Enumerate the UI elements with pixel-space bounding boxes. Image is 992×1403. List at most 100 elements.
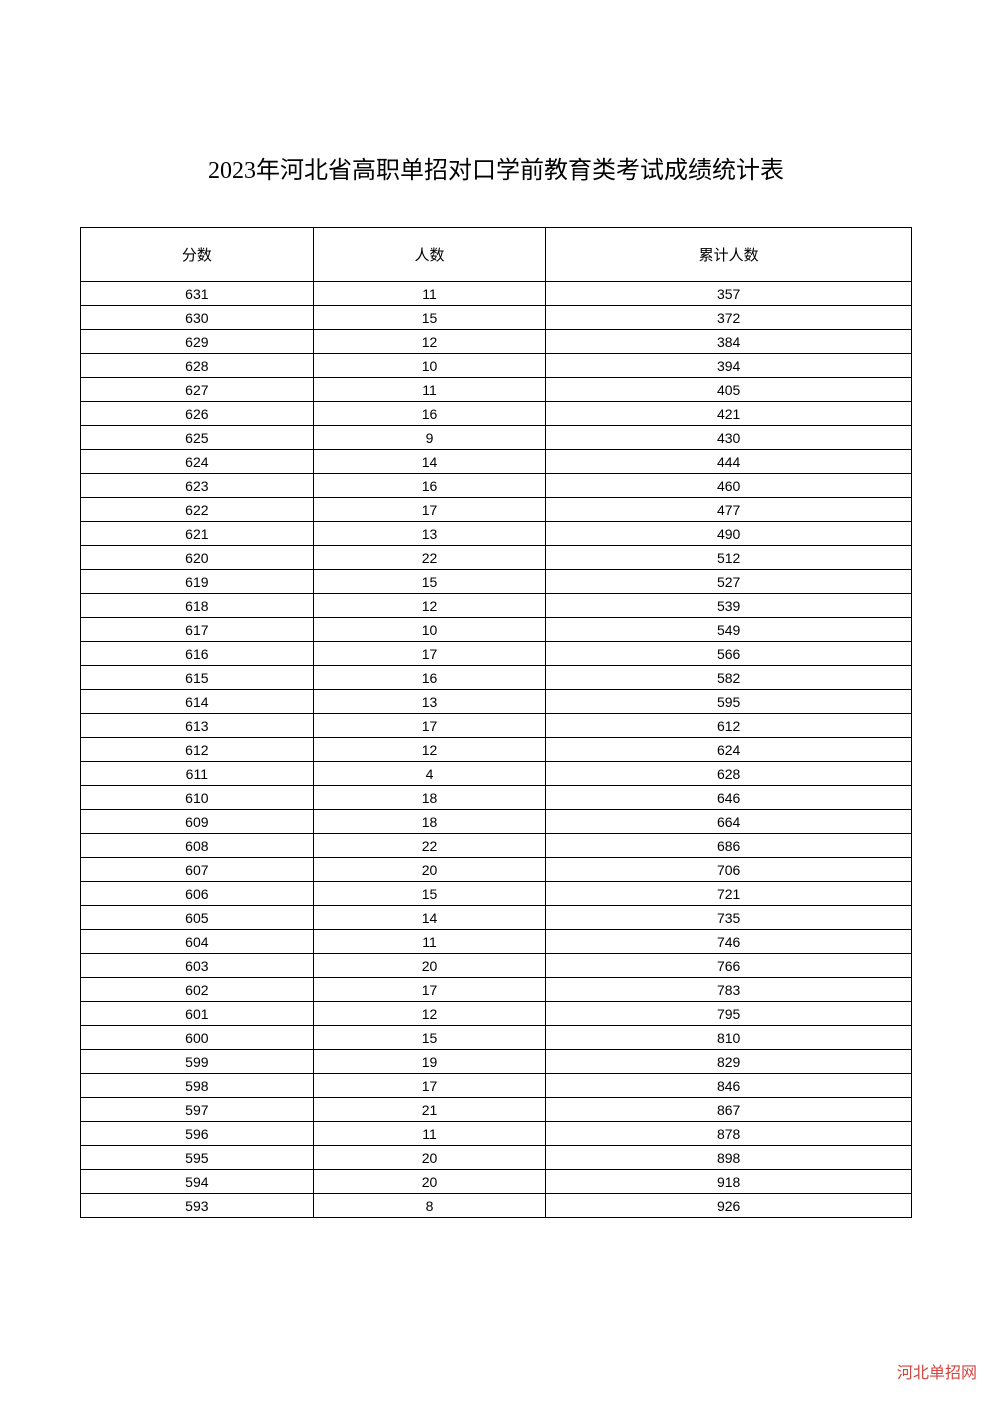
table-row: 62912384 <box>81 330 912 354</box>
cell-cumulative: 477 <box>546 498 912 522</box>
cell-count: 12 <box>313 738 546 762</box>
table-row: 61212624 <box>81 738 912 762</box>
cell-cumulative: 595 <box>546 690 912 714</box>
cell-count: 19 <box>313 1050 546 1074</box>
cell-cumulative: 628 <box>546 762 912 786</box>
cell-count: 14 <box>313 450 546 474</box>
cell-count: 11 <box>313 378 546 402</box>
table-row: 62316460 <box>81 474 912 498</box>
cell-count: 21 <box>313 1098 546 1122</box>
cell-cumulative: 527 <box>546 570 912 594</box>
cell-cumulative: 421 <box>546 402 912 426</box>
cell-score: 630 <box>81 306 314 330</box>
column-header-cumulative: 累计人数 <box>546 228 912 282</box>
cell-cumulative: 846 <box>546 1074 912 1098</box>
table-row: 60918664 <box>81 810 912 834</box>
page-title: 2023年河北省高职单招对口学前教育类考试成绩统计表 <box>80 150 912 185</box>
cell-score: 623 <box>81 474 314 498</box>
table-row: 60320766 <box>81 954 912 978</box>
table-row: 62217477 <box>81 498 912 522</box>
table-row: 59919829 <box>81 1050 912 1074</box>
cell-count: 15 <box>313 306 546 330</box>
cell-count: 16 <box>313 474 546 498</box>
cell-score: 615 <box>81 666 314 690</box>
cell-score: 616 <box>81 642 314 666</box>
cell-cumulative: 810 <box>546 1026 912 1050</box>
cell-cumulative: 926 <box>546 1194 912 1218</box>
cell-score: 603 <box>81 954 314 978</box>
cell-score: 602 <box>81 978 314 1002</box>
table-row: 61915527 <box>81 570 912 594</box>
cell-score: 593 <box>81 1194 314 1218</box>
cell-count: 11 <box>313 1122 546 1146</box>
table-row: 62414444 <box>81 450 912 474</box>
cell-cumulative: 405 <box>546 378 912 402</box>
cell-cumulative: 829 <box>546 1050 912 1074</box>
cell-cumulative: 384 <box>546 330 912 354</box>
cell-cumulative: 646 <box>546 786 912 810</box>
cell-count: 12 <box>313 1002 546 1026</box>
cell-count: 13 <box>313 522 546 546</box>
table-row: 60822686 <box>81 834 912 858</box>
cell-cumulative: 460 <box>546 474 912 498</box>
cell-cumulative: 372 <box>546 306 912 330</box>
cell-cumulative: 898 <box>546 1146 912 1170</box>
cell-count: 10 <box>313 354 546 378</box>
cell-count: 10 <box>313 618 546 642</box>
table-row: 61516582 <box>81 666 912 690</box>
cell-score: 607 <box>81 858 314 882</box>
table-row: 62810394 <box>81 354 912 378</box>
cell-score: 618 <box>81 594 314 618</box>
table-body: 6311135763015372629123846281039462711405… <box>81 282 912 1218</box>
table-row: 61812539 <box>81 594 912 618</box>
cell-count: 22 <box>313 834 546 858</box>
cell-score: 619 <box>81 570 314 594</box>
table-row: 60112795 <box>81 1002 912 1026</box>
cell-cumulative: 783 <box>546 978 912 1002</box>
cell-score: 596 <box>81 1122 314 1146</box>
table-row: 62616421 <box>81 402 912 426</box>
cell-score: 604 <box>81 930 314 954</box>
cell-cumulative: 549 <box>546 618 912 642</box>
cell-count: 18 <box>313 810 546 834</box>
cell-count: 20 <box>313 954 546 978</box>
cell-cumulative: 686 <box>546 834 912 858</box>
cell-score: 617 <box>81 618 314 642</box>
cell-cumulative: 430 <box>546 426 912 450</box>
cell-score: 601 <box>81 1002 314 1026</box>
table-row: 59817846 <box>81 1074 912 1098</box>
table-row: 61413595 <box>81 690 912 714</box>
table-row: 59611878 <box>81 1122 912 1146</box>
watermark: 河北单招网 <box>897 1359 977 1383</box>
cell-count: 12 <box>313 330 546 354</box>
cell-cumulative: 582 <box>546 666 912 690</box>
cell-count: 15 <box>313 882 546 906</box>
cell-count: 17 <box>313 1074 546 1098</box>
cell-count: 17 <box>313 498 546 522</box>
table-row: 62711405 <box>81 378 912 402</box>
cell-score: 624 <box>81 450 314 474</box>
cell-score: 599 <box>81 1050 314 1074</box>
cell-cumulative: 357 <box>546 282 912 306</box>
cell-count: 4 <box>313 762 546 786</box>
table-row: 63015372 <box>81 306 912 330</box>
cell-count: 17 <box>313 978 546 1002</box>
cell-score: 597 <box>81 1098 314 1122</box>
cell-cumulative: 612 <box>546 714 912 738</box>
table-row: 59520898 <box>81 1146 912 1170</box>
cell-count: 13 <box>313 690 546 714</box>
cell-cumulative: 394 <box>546 354 912 378</box>
cell-score: 621 <box>81 522 314 546</box>
cell-count: 15 <box>313 1026 546 1050</box>
cell-score: 606 <box>81 882 314 906</box>
cell-score: 631 <box>81 282 314 306</box>
table-row: 60015810 <box>81 1026 912 1050</box>
cell-score: 620 <box>81 546 314 570</box>
cell-count: 20 <box>313 858 546 882</box>
cell-count: 22 <box>313 546 546 570</box>
table-row: 63111357 <box>81 282 912 306</box>
table-row: 60514735 <box>81 906 912 930</box>
score-statistics-table: 分数 人数 累计人数 63111357630153726291238462810… <box>80 227 912 1218</box>
table-header-row: 分数 人数 累计人数 <box>81 228 912 282</box>
cell-score: 611 <box>81 762 314 786</box>
